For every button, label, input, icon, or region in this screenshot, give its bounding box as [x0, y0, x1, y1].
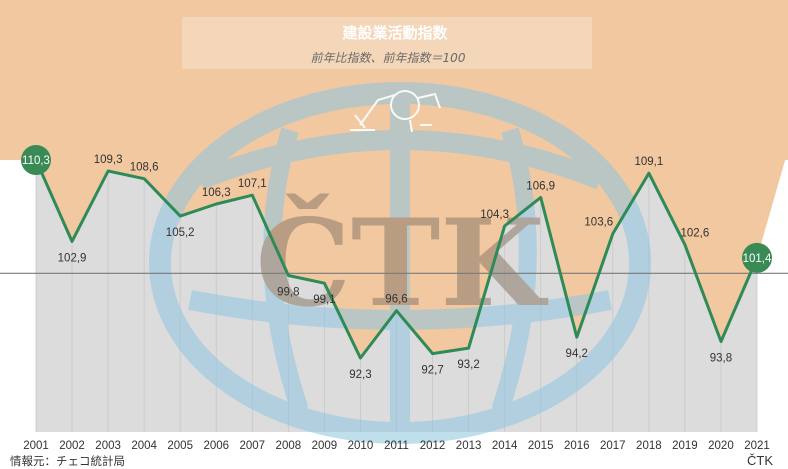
series-line [34, 159, 759, 360]
data-label: 105,2 [166, 227, 195, 239]
x-tick-label: 2015 [528, 440, 554, 452]
x-tick-label: 2020 [708, 440, 734, 452]
x-tick-label: 2006 [203, 440, 229, 452]
highlight-marker [21, 145, 51, 175]
x-tick-label: 2005 [167, 440, 193, 452]
ctk-watermark: ČTK [149, 82, 651, 444]
data-label: 93,8 [710, 353, 732, 365]
data-labels: 102,9 109,3 108,6 105,2 106,3 107,1 99,8 99,1 92… [58, 154, 732, 381]
x-tick-label: 2016 [564, 440, 590, 452]
highlight-marker [742, 242, 772, 273]
data-label: 106,3 [202, 187, 231, 199]
highlight-marker-label: 110,3 [22, 155, 50, 167]
data-label: 102,9 [58, 252, 87, 264]
x-tick-label: 2008 [276, 440, 302, 452]
data-label: 102,6 [681, 228, 710, 240]
x-tick-label: 2003 [95, 440, 121, 452]
x-tick-label: 2009 [312, 440, 338, 452]
highlight-marker-label: 101,4 [743, 253, 772, 265]
data-label: 109,3 [94, 154, 123, 166]
data-label: 104,3 [480, 209, 509, 221]
watermark-text: ČTK [255, 193, 548, 334]
data-label: 99,8 [277, 287, 299, 299]
x-tick-label: 2018 [636, 440, 662, 452]
data-label: 93,2 [457, 359, 479, 371]
source-note: 情報元：チェコ統計局 [10, 454, 125, 468]
x-tick-label: 2004 [131, 440, 157, 452]
construction-icon [350, 90, 441, 133]
data-label: 103,6 [584, 217, 613, 229]
x-tick-label: 2011 [384, 440, 409, 452]
x-axis-tick-labels: 2001 2002 2003 2004 2005 2006 2007 2008 2009 2010… [23, 440, 770, 452]
highlight-markers: 110,3 101,4 [21, 145, 772, 273]
x-tick-label: 2014 [492, 440, 518, 452]
x-tick-label: 2013 [456, 440, 482, 452]
x-tick-label: 2001 [23, 440, 49, 452]
x-tick-label: 2012 [420, 440, 446, 452]
data-label: 109,1 [634, 156, 663, 168]
x-tick-label: 2002 [59, 440, 85, 452]
x-tick-label: 2021 [744, 440, 770, 452]
x-tick-label: 2019 [672, 440, 698, 452]
data-label: 96,6 [385, 294, 407, 306]
title-box [182, 17, 592, 69]
x-tick-label: 2017 [600, 440, 626, 452]
data-label: 106,9 [526, 180, 555, 192]
chart-title: 建設業活動指数 [342, 24, 448, 42]
data-label: 92,7 [421, 365, 443, 377]
ctk-logo: ČTK [747, 453, 773, 468]
data-label: 94,2 [566, 348, 588, 360]
data-label: 99,1 [313, 294, 335, 306]
data-label: 107,1 [238, 178, 267, 190]
x-tick-label: 2010 [348, 440, 374, 452]
data-label: 92,3 [349, 369, 371, 381]
data-label: 108,6 [130, 162, 159, 174]
x-tick-label: 2007 [240, 440, 266, 452]
chart-subtitle: 前年比指数、前年指数＝100 [311, 51, 466, 65]
